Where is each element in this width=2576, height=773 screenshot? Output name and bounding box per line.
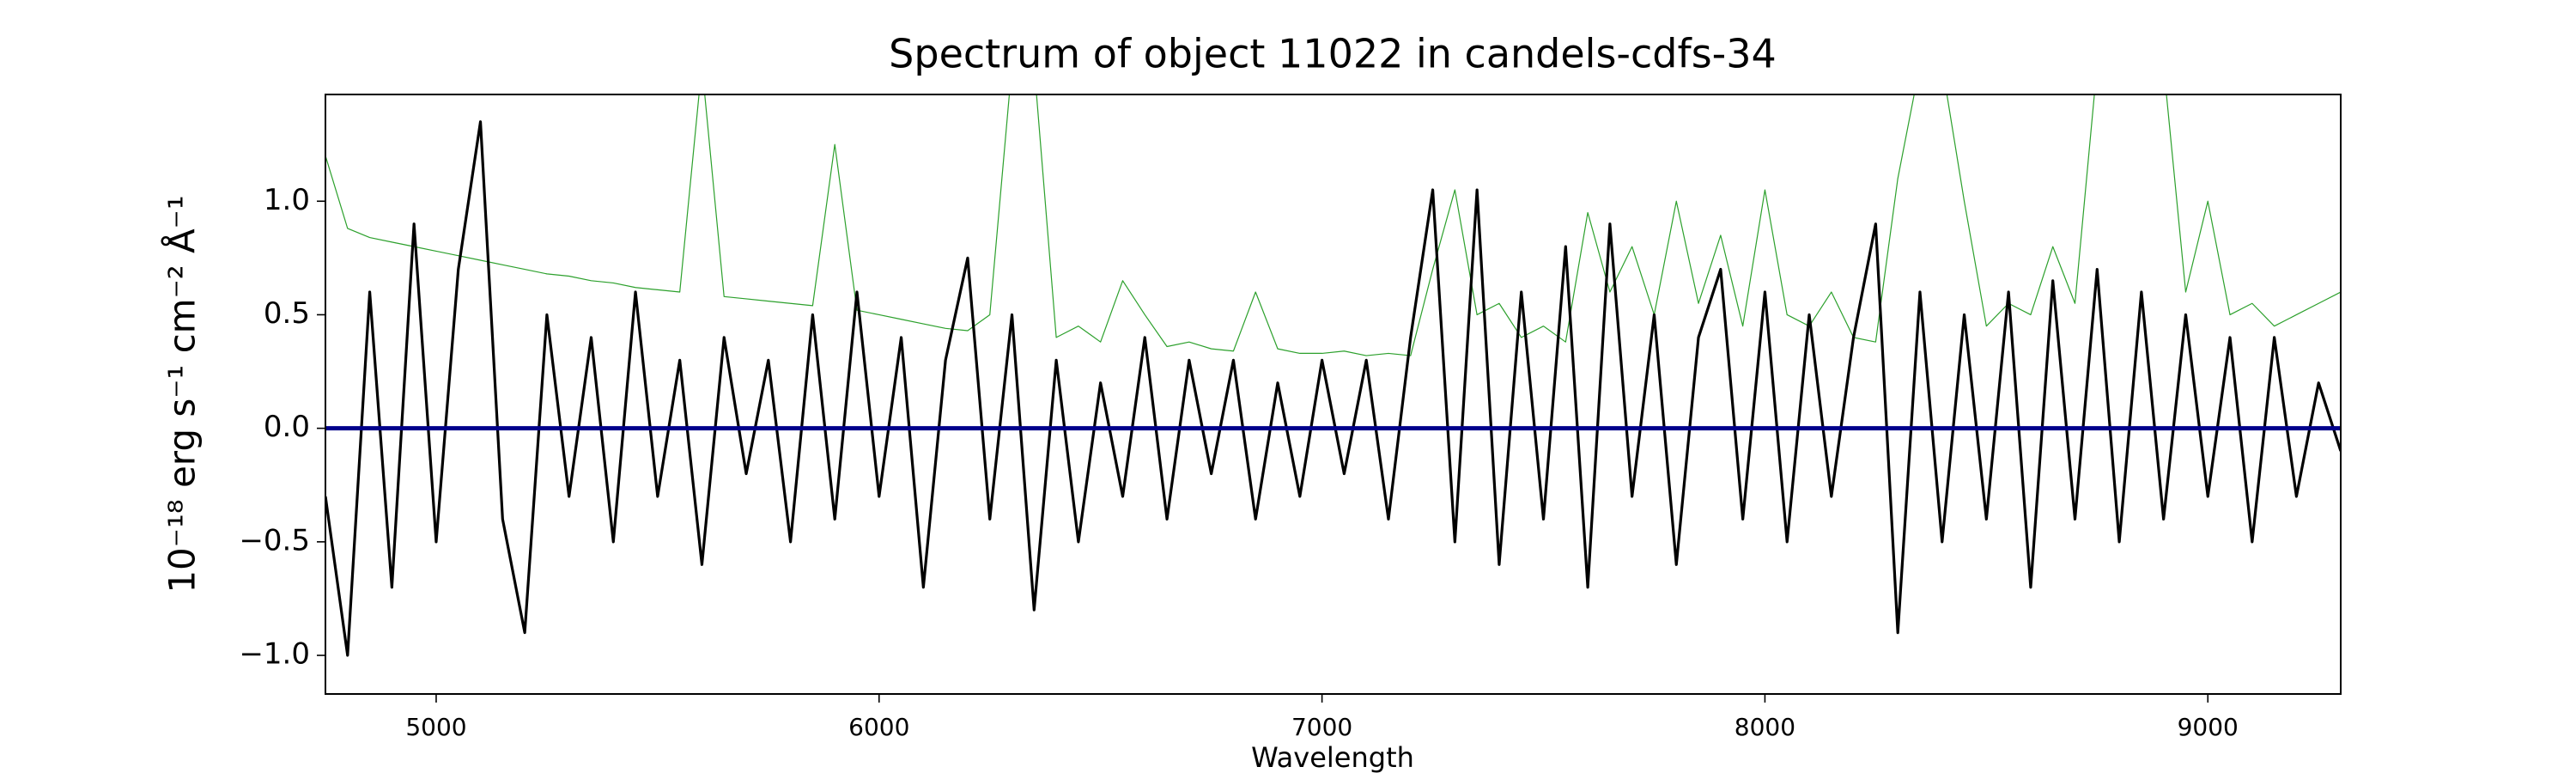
x-tick-label: 6000: [848, 713, 909, 741]
x-tick-label: 5000: [405, 713, 466, 741]
y-tick-label: −0.5: [239, 523, 310, 557]
x-tick-label: 8000: [1735, 713, 1795, 741]
x-axis-label: Wavelength: [1251, 741, 1414, 773]
spectrum-line: [325, 94, 2341, 356]
y-tick-label: 1.0: [264, 183, 310, 217]
y-tick-label: 0.5: [264, 296, 310, 331]
chart-title: Spectrum of object 11022 in candels-cdfs…: [889, 31, 1777, 77]
y-tick-label: −1.0: [239, 637, 310, 672]
plot-frame: [325, 94, 2342, 695]
y-axis-label: 10⁻¹⁸ erg s⁻¹ cm⁻² Å⁻¹: [161, 195, 204, 593]
y-tick-label: 0.0: [264, 410, 310, 444]
plot-area: [325, 94, 2341, 657]
x-tick-label: 7000: [1291, 713, 1352, 741]
x-tick-label: 9000: [2178, 713, 2239, 741]
spectrum-line: [325, 120, 2341, 657]
